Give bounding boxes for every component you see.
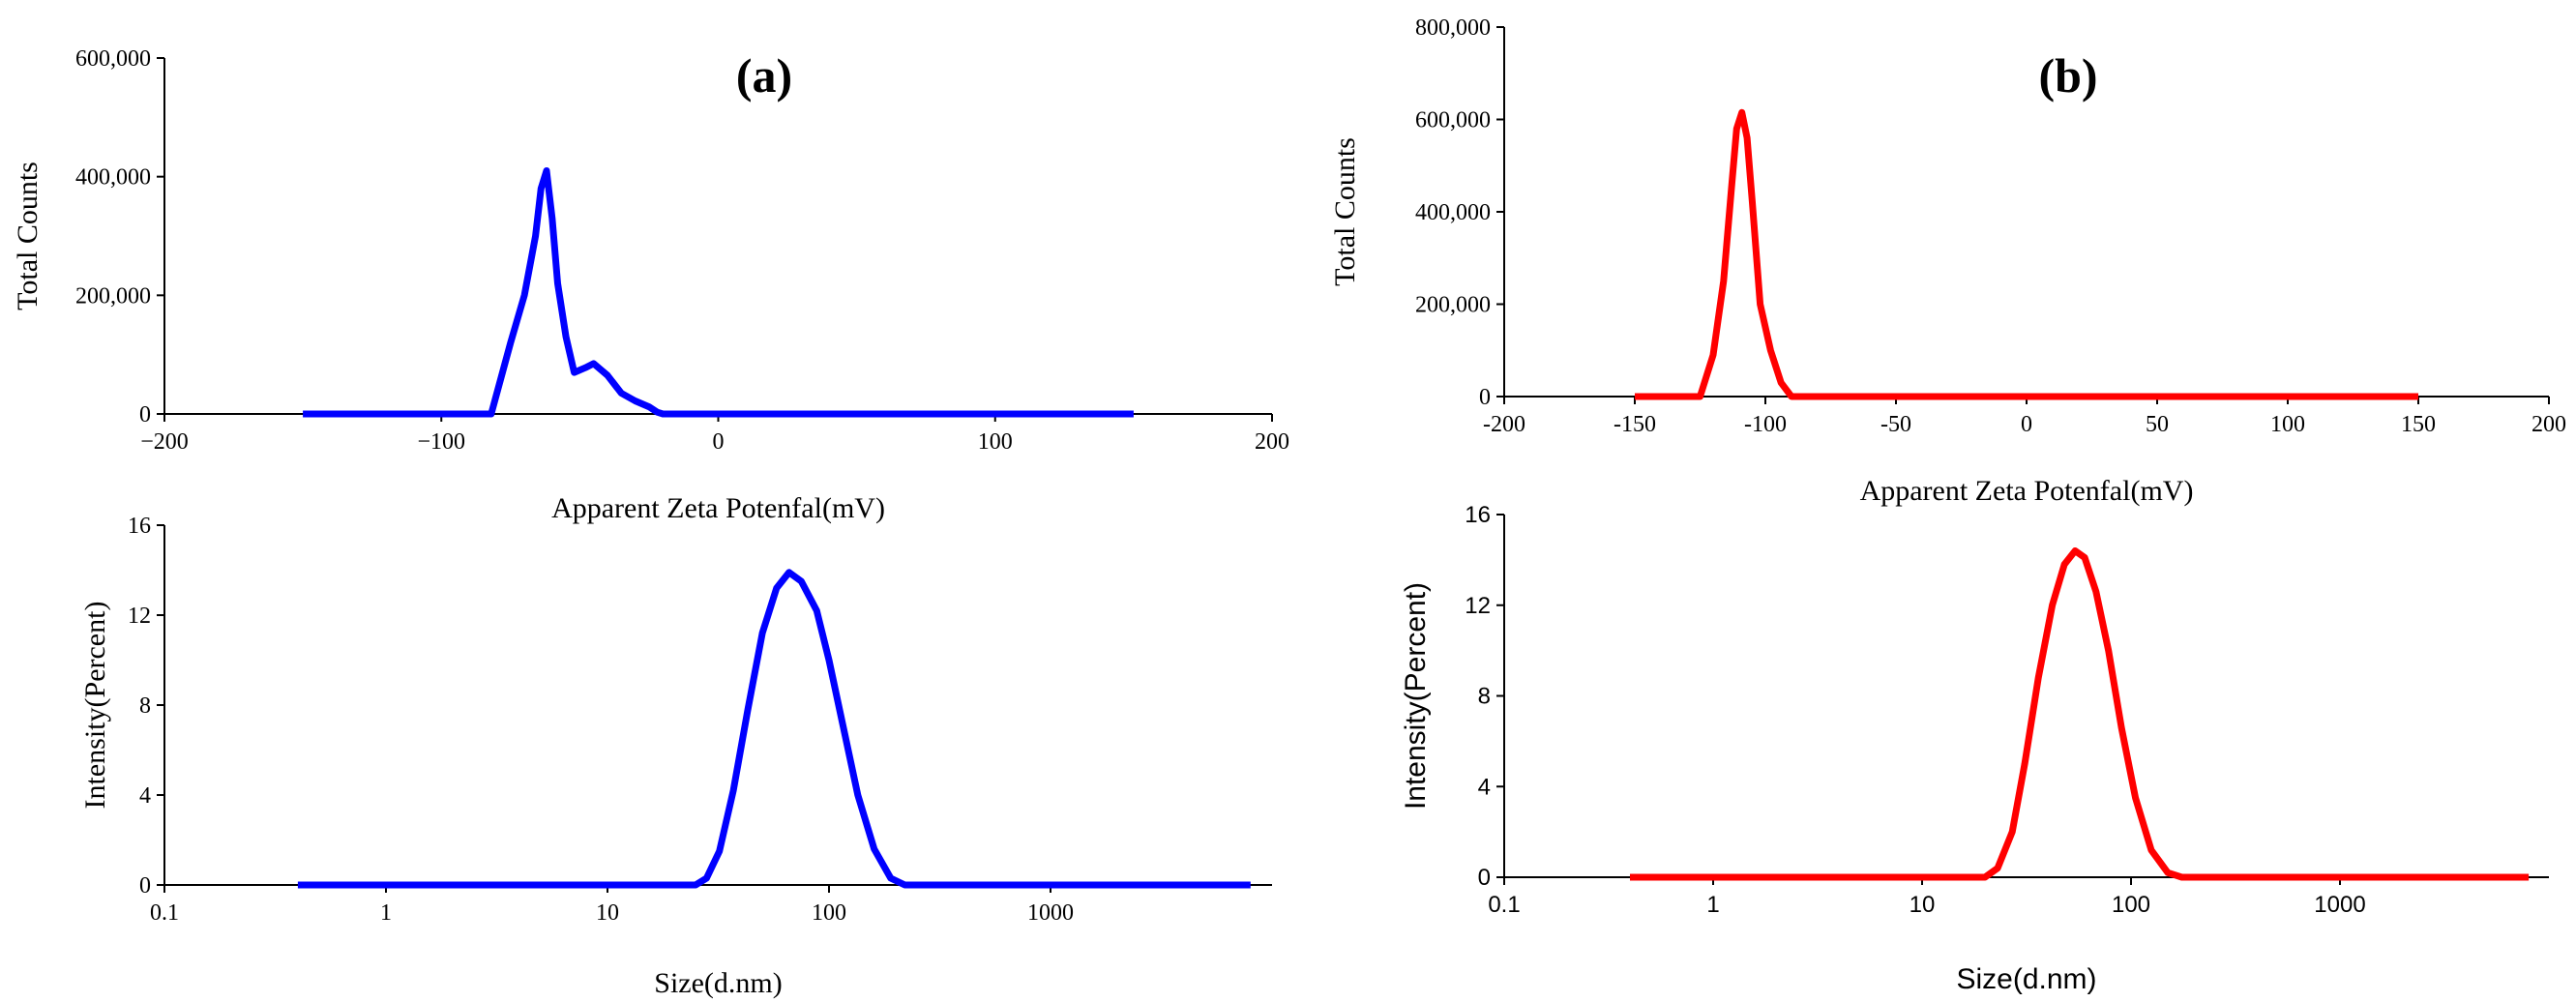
x-tick-label: 1000 xyxy=(2314,892,2365,918)
x-tick-label: 1 xyxy=(1706,892,1719,918)
y-tick-label: 400,000 xyxy=(1415,200,1491,225)
series-line-zeta-a xyxy=(303,167,1134,418)
y-tick-label: 16 xyxy=(128,514,151,539)
y-tick-label: 4 xyxy=(139,783,151,809)
x-tick-label: 150 xyxy=(2401,412,2436,437)
x-axis-title: Size(d.nm) xyxy=(1956,963,2096,995)
y-tick-label: 8 xyxy=(1478,684,1491,710)
y-tick-label: 0 xyxy=(1479,385,1491,410)
x-tick-label: −100 xyxy=(417,429,465,455)
series-line-zeta-b xyxy=(1635,108,2418,400)
x-tick-label: 1 xyxy=(380,900,392,926)
y-axis-title: Intensity(Percent) xyxy=(1400,582,1432,810)
x-tick-label: 100 xyxy=(812,900,846,926)
panel-b-label: (b) xyxy=(2038,48,2097,103)
x-tick-label: 100 xyxy=(2112,892,2150,918)
y-tick-label: 16 xyxy=(1465,502,1491,528)
y-tick-label: 12 xyxy=(1465,593,1491,619)
y-tick-label: 0 xyxy=(1478,865,1491,891)
y-tick-label: 600,000 xyxy=(75,46,151,72)
x-tick-label: 1000 xyxy=(1027,900,1074,926)
x-axis-title: Apparent Zeta Potenfal(mV) xyxy=(1860,475,2194,507)
x-tick-label: 0 xyxy=(713,429,725,455)
chart-a-zeta: −200 −100 0 100 200 0 200,000 400,000 600,000 App… xyxy=(12,46,1289,524)
x-tick-label: 0.1 xyxy=(150,900,179,926)
x-tick-label: -100 xyxy=(1744,412,1787,437)
x-tick-label: 200 xyxy=(2532,412,2566,437)
chart-b-zeta: -200 -150 -100 -50 0 50 100 150 200 0 200,000 400,0… xyxy=(1329,15,2566,507)
y-tick-label: 200,000 xyxy=(75,283,151,309)
y-tick-label: 8 xyxy=(139,693,151,719)
y-tick-label: 12 xyxy=(128,604,151,629)
y-tick-label: 200,000 xyxy=(1415,293,1491,318)
x-axis-title: Apparent Zeta Potenfal(mV) xyxy=(551,492,885,524)
x-tick-label: -50 xyxy=(1880,412,1911,437)
x-tick-label: 10 xyxy=(596,900,619,926)
x-tick-label: −200 xyxy=(140,429,189,455)
x-tick-label: 100 xyxy=(2270,412,2305,437)
x-tick-label: -200 xyxy=(1483,412,1525,437)
chart-b-size: 0.1 1 10 100 1000 0 4 8 12 16 Size(d.nm) Intensity(… xyxy=(1400,502,2549,995)
series-line-size-a xyxy=(297,569,1251,889)
x-tick-label: 100 xyxy=(978,429,1013,455)
y-axis-title: Intensity(Percent) xyxy=(79,602,111,810)
y-tick-label: 800,000 xyxy=(1415,15,1491,41)
y-tick-label: 400,000 xyxy=(75,165,151,191)
x-tick-label: -150 xyxy=(1614,412,1656,437)
chart-a-size: 0.1 1 10 100 1000 0 4 8 12 16 Size(d.nm) Intensity(… xyxy=(79,514,1272,999)
x-tick-label: 10 xyxy=(1910,892,1936,918)
y-tick-label: 0 xyxy=(139,402,151,427)
y-axis-title: Total Counts xyxy=(1329,137,1361,286)
y-tick-label: 600,000 xyxy=(1415,108,1491,133)
x-tick-label: 50 xyxy=(2146,412,2169,437)
y-axis-title: Total Counts xyxy=(12,162,44,310)
series-line-size-b xyxy=(1630,547,2530,881)
x-tick-label: 0 xyxy=(2021,412,2032,437)
x-tick-label: 0.1 xyxy=(1488,892,1520,918)
x-tick-label: 200 xyxy=(1255,429,1289,455)
y-tick-label: 0 xyxy=(139,873,151,899)
panel-a-label: (a) xyxy=(736,48,792,103)
x-axis-title: Size(d.nm) xyxy=(654,967,782,999)
y-tick-label: 4 xyxy=(1478,774,1491,800)
